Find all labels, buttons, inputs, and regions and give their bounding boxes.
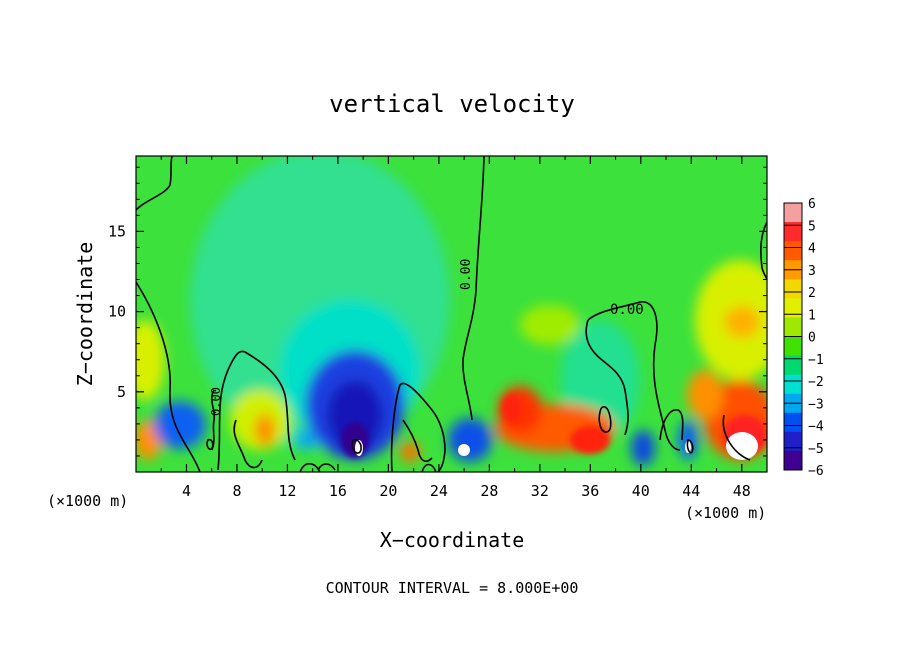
- colorbar-swatch: [784, 412, 802, 433]
- contour-line: [722, 414, 751, 461]
- saturated-spot: [726, 432, 758, 460]
- colorbar-tick-label: −1: [808, 353, 824, 368]
- colorbar-tick-label: 3: [808, 264, 816, 279]
- contour-line: [402, 419, 433, 462]
- colorbar-tick-label: −4: [808, 420, 824, 435]
- x-tick-label: 44: [682, 482, 700, 500]
- x-tick-label: 16: [329, 482, 347, 500]
- orange-zone: [400, 442, 420, 462]
- colorbar-tick-label: −5: [808, 442, 824, 457]
- colorbar-swatch: [784, 241, 802, 261]
- colorbar-swatch: [784, 431, 802, 452]
- colorbar-swatch: [784, 450, 802, 471]
- x-axis: 4 8 12 16 20 24 28 32 36 40 44 48: [160, 156, 751, 500]
- colorbar-tick-label: 2: [808, 286, 816, 301]
- contour-loop: [686, 439, 694, 454]
- x-unit-left: (×1000 m): [47, 492, 128, 510]
- x-tick-label: 32: [531, 482, 549, 500]
- yellow-zone: [520, 305, 580, 345]
- colorbar-swatch: [784, 317, 802, 337]
- chart-title: vertical velocity: [329, 90, 575, 118]
- contour-line: [760, 221, 767, 281]
- contour-line: [317, 463, 336, 471]
- contour-line: [585, 319, 629, 436]
- zero-contours: [136, 156, 767, 472]
- contour-loop: [598, 406, 612, 433]
- x-tick-label: 36: [581, 482, 599, 500]
- x-tick-label: 40: [632, 482, 650, 500]
- x-unit-right: (×1000 m): [685, 504, 766, 522]
- x-tick-label: 4: [182, 482, 191, 500]
- contour-label: 0.00: [610, 302, 644, 318]
- x-tick-label: 48: [733, 482, 751, 500]
- contour-line: [233, 419, 263, 469]
- contour-line: [462, 156, 485, 421]
- x-tick-label: 8: [232, 482, 241, 500]
- x-tick-label: 12: [278, 482, 296, 500]
- colorbar-swatch: [784, 298, 802, 318]
- colorbar-swatch: [784, 203, 802, 223]
- x-tick-label: 20: [379, 482, 397, 500]
- y-tick-label: 15: [108, 222, 126, 240]
- contour-label: 0.00: [459, 259, 474, 290]
- yellow-zone: [136, 320, 165, 400]
- y-tick-label: 5: [117, 383, 126, 401]
- colorbar-tick-label: 4: [808, 242, 816, 257]
- orange-zone: [255, 414, 275, 446]
- colorbar-swatch: [784, 279, 802, 299]
- blue-cell: [631, 430, 655, 466]
- contour-line: [136, 156, 173, 211]
- x-axis-label: X−coordinate: [380, 528, 525, 552]
- contour-loop: [206, 438, 214, 451]
- x-tick-label: 24: [430, 482, 448, 500]
- colorbar-swatch: [784, 222, 802, 242]
- heatmap-field: 0.00 0.00 0.00: [136, 156, 767, 472]
- colorbar-tick-label: 1: [808, 308, 816, 323]
- contour-line: [587, 301, 681, 451]
- colorbar-tick-label: 0: [808, 331, 816, 346]
- saturated-spot: [458, 444, 470, 456]
- colorbar-swatch: [784, 374, 802, 395]
- contour-line: [136, 281, 201, 472]
- colorbar-swatch: [784, 336, 802, 357]
- colorbar: 6 5 4 3 2 1 0 −1 −2 −3 −4 −5 −6: [783, 197, 824, 479]
- y-axis: 5 10 15: [108, 166, 767, 457]
- plot-frame: [135, 155, 768, 473]
- colorbar-tick-label: 5: [808, 219, 816, 234]
- contour-label: 0.00: [209, 387, 223, 416]
- colorbar-tick-label: −3: [808, 397, 824, 412]
- colorbar-tick-label: −6: [808, 464, 824, 479]
- contour-interval-note: CONTOUR INTERVAL = 8.000E+00: [326, 579, 579, 597]
- red-core: [502, 394, 522, 422]
- blue-cell: [296, 430, 316, 450]
- y-axis-label: Z−coordinate: [73, 242, 97, 387]
- orange-zone: [687, 370, 723, 420]
- contour-line: [210, 389, 216, 451]
- blue-cell: [327, 380, 383, 450]
- blue-cell: [154, 401, 206, 449]
- contour-loop: [351, 438, 362, 454]
- blue-cell: [448, 418, 492, 462]
- orange-zone: [724, 306, 760, 338]
- x-tick-label: 28: [480, 482, 498, 500]
- y-tick-label: 10: [108, 303, 126, 321]
- contour-line: [421, 463, 437, 472]
- colorbar-swatch: [784, 355, 802, 376]
- contour-line: [659, 409, 684, 441]
- red-core: [570, 426, 610, 454]
- contour-line: [217, 350, 296, 471]
- colorbar-tick-label: −2: [808, 375, 824, 390]
- colorbar-tick-label: 6: [808, 197, 816, 212]
- contour-line: [390, 382, 446, 472]
